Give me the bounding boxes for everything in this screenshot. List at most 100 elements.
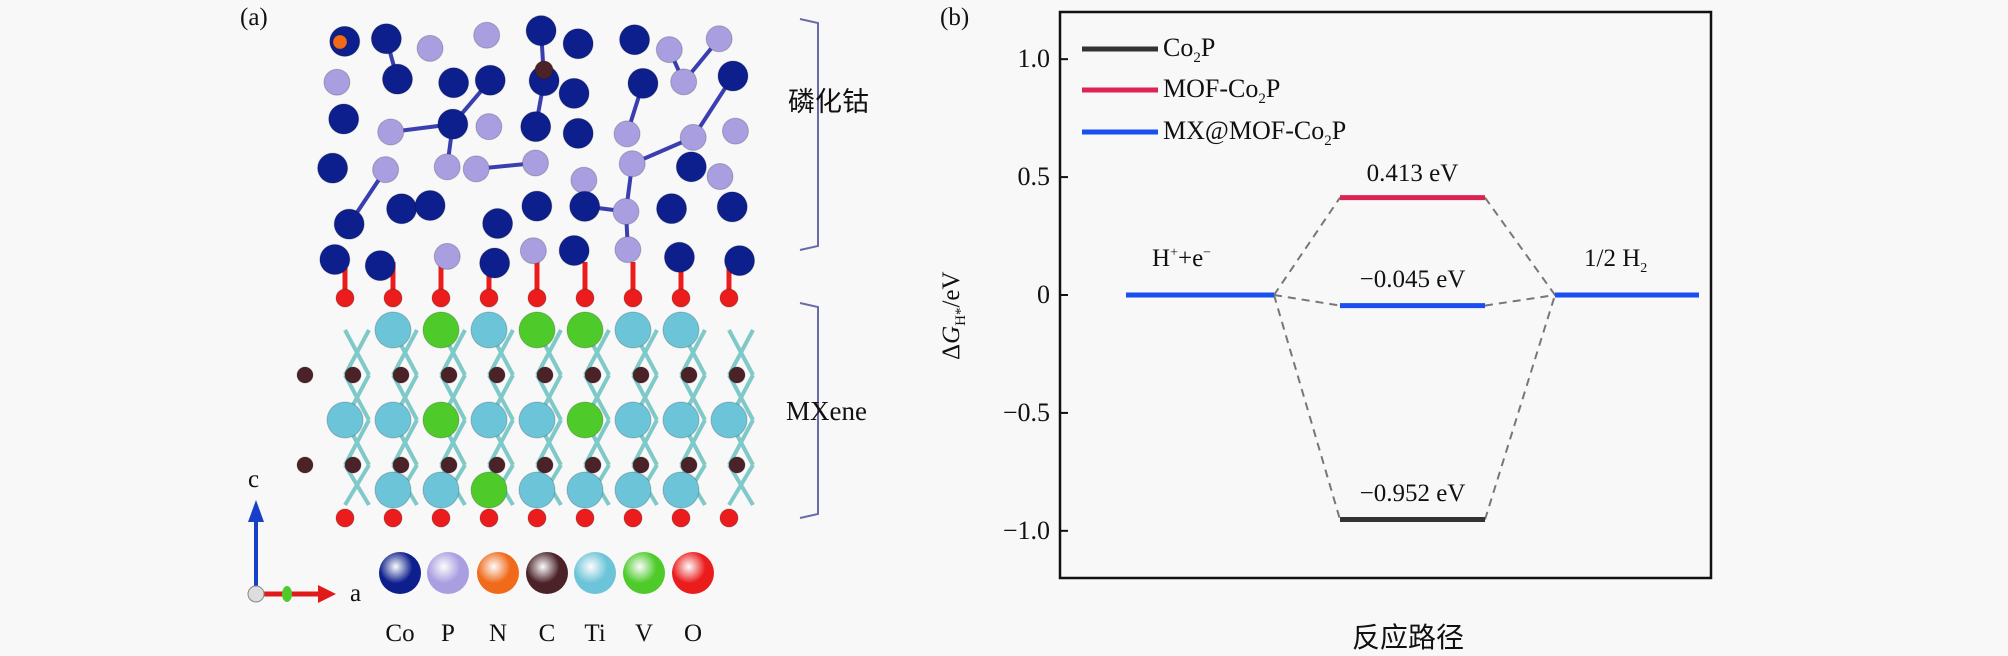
legend-entry: MOF-Co2P [1163,74,1281,108]
atom-o [431,508,451,528]
bond [727,419,755,466]
atom-o [623,288,643,308]
atom-c [632,456,650,474]
bond [439,329,467,376]
bond [391,329,419,376]
atom-co [619,24,651,56]
connector-0-out [1484,294,1556,520]
atom-c [392,366,410,384]
bond [727,463,755,507]
y-tick-label: −1.0 [1002,515,1050,545]
atom-o [383,288,403,308]
bond [343,463,371,507]
atom-co [675,151,707,183]
atom-ti [326,401,364,439]
axis-origin [247,585,265,603]
atom-o [719,288,739,308]
bond [487,419,515,466]
bond [535,329,563,376]
legend-label-ti: Ti [584,620,606,647]
atom-c [680,456,698,474]
atom-o [671,508,691,528]
atom-ti [374,401,412,439]
atom-ti [470,401,508,439]
atom-p [721,117,749,145]
legend-entry: Co2P [1163,33,1216,67]
atom-co [482,208,514,240]
atom-c [344,366,362,384]
legend-swatch-n [477,552,519,594]
atom-co [319,244,351,276]
bond [391,419,419,466]
atom-co [479,247,511,279]
atom-ti [710,401,748,439]
atom-c [536,366,554,384]
atom-p [614,236,642,264]
atom-ti [614,311,652,349]
atom-ti [374,471,412,509]
atom-o [719,508,739,528]
atom-co [562,28,594,60]
atom-co [558,77,590,109]
atom-c [680,366,698,384]
atom-p [618,150,646,178]
atom-co [414,189,446,221]
end-state-label: 1/2 H2 [1584,245,1648,276]
atom-co [474,64,506,96]
atom-co [364,250,396,282]
legend-label-n: N [488,620,508,647]
atom-c [488,456,506,474]
y-tick-label: 0.5 [1017,162,1051,192]
atom-co [328,103,360,135]
mxene-bracket [799,302,819,519]
atom-p [655,36,683,64]
start-state-label: H++e− [1152,245,1212,272]
atom-co [627,67,659,99]
atom-o [527,288,547,308]
y-tick-label: 1.0 [1017,44,1051,74]
bond [487,329,515,376]
atom-co [520,111,552,143]
bond [679,329,707,376]
legend-label-p: P [441,620,455,647]
atom-p [521,149,549,177]
legend-label-co: Co [385,620,415,647]
atom-ti [614,471,652,509]
atom-co [717,60,749,92]
atom-c [296,366,314,384]
atom-p [433,153,461,181]
atom-p [670,68,698,96]
atom-n [332,34,348,50]
atom-co [317,152,349,184]
atom-co [716,191,748,223]
atom-c [536,456,554,474]
atom-p [475,113,503,141]
legend-label-o: O [683,620,703,647]
atom-c [440,366,458,384]
cobalt-phosphide-label: 磷化钴 [788,87,869,117]
atom-co [525,15,557,47]
atom-c [488,366,506,384]
atom-c [534,60,554,80]
x-axis-label: 反应路径 [1352,621,1465,654]
legend-swatch-o [672,552,714,594]
legend-swatch-ti [574,552,616,594]
atom-o [335,288,355,308]
atom-o [383,508,403,528]
bond [727,329,755,376]
bond [631,329,659,376]
level-value-label: 0.413 eV [1366,159,1459,187]
atom-p [612,198,640,226]
atom-co [663,241,695,273]
atom-c [440,456,458,474]
atom-p [679,123,707,151]
atom-o [527,508,547,528]
connector-1-in [1273,197,1341,296]
atom-v [422,311,460,349]
bond [535,419,563,466]
atom-v [422,401,460,439]
atom-ti [374,311,412,349]
atom-c [584,456,602,474]
atom-ti [662,311,700,349]
connector-0-in [1273,294,1341,520]
